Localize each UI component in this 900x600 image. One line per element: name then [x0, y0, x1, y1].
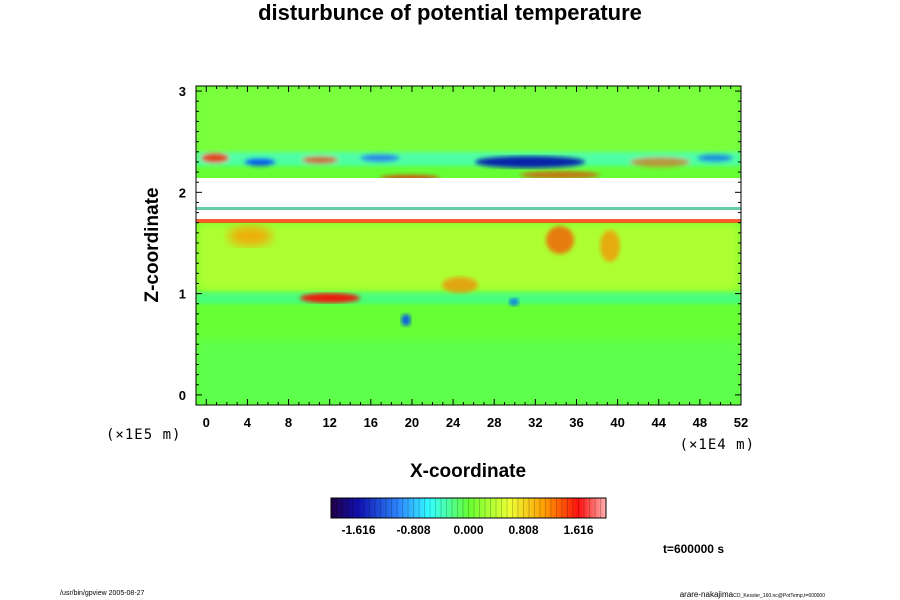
- y-axis-unit: (×1E5 m): [106, 427, 181, 443]
- heatmap-field: [196, 86, 741, 405]
- plot-frame: [195, 85, 742, 406]
- x-tick-label-6: 24: [446, 415, 461, 430]
- heatmap-upper-region: [196, 86, 741, 156]
- x-tick-label-10: 40: [610, 415, 624, 430]
- x-tick-label-4: 16: [364, 415, 378, 430]
- y-tick-label-1: 1: [179, 287, 186, 302]
- heatmap-lower-region: [196, 340, 741, 405]
- y-axis-title: Z-coordinate: [142, 187, 163, 302]
- y-tick-label-0: 0: [179, 388, 186, 403]
- x-tick-label-11: 44: [652, 415, 667, 430]
- x-tick-label-8: 32: [528, 415, 542, 430]
- heatmap-blob-negative-upper: [475, 156, 585, 168]
- time-label: t=600000 s: [663, 542, 724, 556]
- heatmap-blob-positive-upper-left: [228, 226, 272, 246]
- heatmap-blob-negative-lower: [401, 314, 411, 326]
- heatmap-blob-positive-center: [442, 277, 478, 293]
- x-tick-label-0: 0: [203, 415, 210, 430]
- heatmap-blob-negative-center: [509, 298, 519, 306]
- heatmap-undefined-edge: [196, 207, 741, 210]
- y-tick-label-3: 3: [179, 84, 186, 99]
- colorbar-tick-label-1: -0.808: [396, 523, 430, 537]
- x-axis-ticks: 0 4 8 12 16 20 24 28 32 36 40 44 48 52: [203, 86, 748, 430]
- colorbar-tick-label-2: 0.000: [453, 523, 483, 537]
- colorbar-tick-label-4: 1.616: [563, 523, 593, 537]
- x-tick-label-12: 48: [693, 415, 707, 430]
- x-tick-label-2: 8: [285, 415, 292, 430]
- footer-right: arare-nakajimaCO_Kessler_160.nc@PotTemp,…: [680, 590, 826, 599]
- heatmap-blob-positive-right: [546, 226, 574, 254]
- x-axis-title: X-coordinate: [410, 461, 526, 482]
- colorbar-ticks: -1.616 -0.808 0.000 0.808 1.616: [341, 523, 593, 537]
- footer-right-file: CO_Kessler_160.nc@PotTemp,t=600000: [733, 593, 825, 599]
- heatmap-undefined-band: [196, 178, 741, 222]
- heatmap-oscillation-band: [196, 152, 741, 181]
- footer-right-name: arare-nakajima: [680, 590, 734, 599]
- x-tick-label-9: 36: [569, 415, 583, 430]
- colorbar-tick-label-0: -1.616: [341, 523, 375, 537]
- heatmap-blob-positive-right-2: [600, 230, 620, 262]
- heatmap-blob-positive-left: [300, 293, 360, 303]
- x-tick-label-7: 28: [487, 415, 501, 430]
- colorbar-slices: [336, 498, 601, 518]
- x-tick-label-1: 4: [244, 415, 252, 430]
- x-tick-label-3: 12: [322, 415, 336, 430]
- heatmap-cyan-line: [196, 292, 741, 304]
- x-axis-unit: (×1E4 m): [680, 437, 755, 453]
- chart-title: disturbunce of potential temperature: [258, 0, 642, 25]
- x-tick-label-13: 52: [734, 415, 748, 430]
- y-tick-label-2: 2: [179, 185, 186, 200]
- colorbar-tick-label-3: 0.808: [508, 523, 538, 537]
- y-axis-ticks: 0 1 2 3: [179, 84, 741, 403]
- heatmap-red-edge: [196, 219, 741, 223]
- footer-left: /usr/bin/gpview 2005-08-27: [60, 590, 145, 597]
- x-tick-label-5: 20: [405, 415, 419, 430]
